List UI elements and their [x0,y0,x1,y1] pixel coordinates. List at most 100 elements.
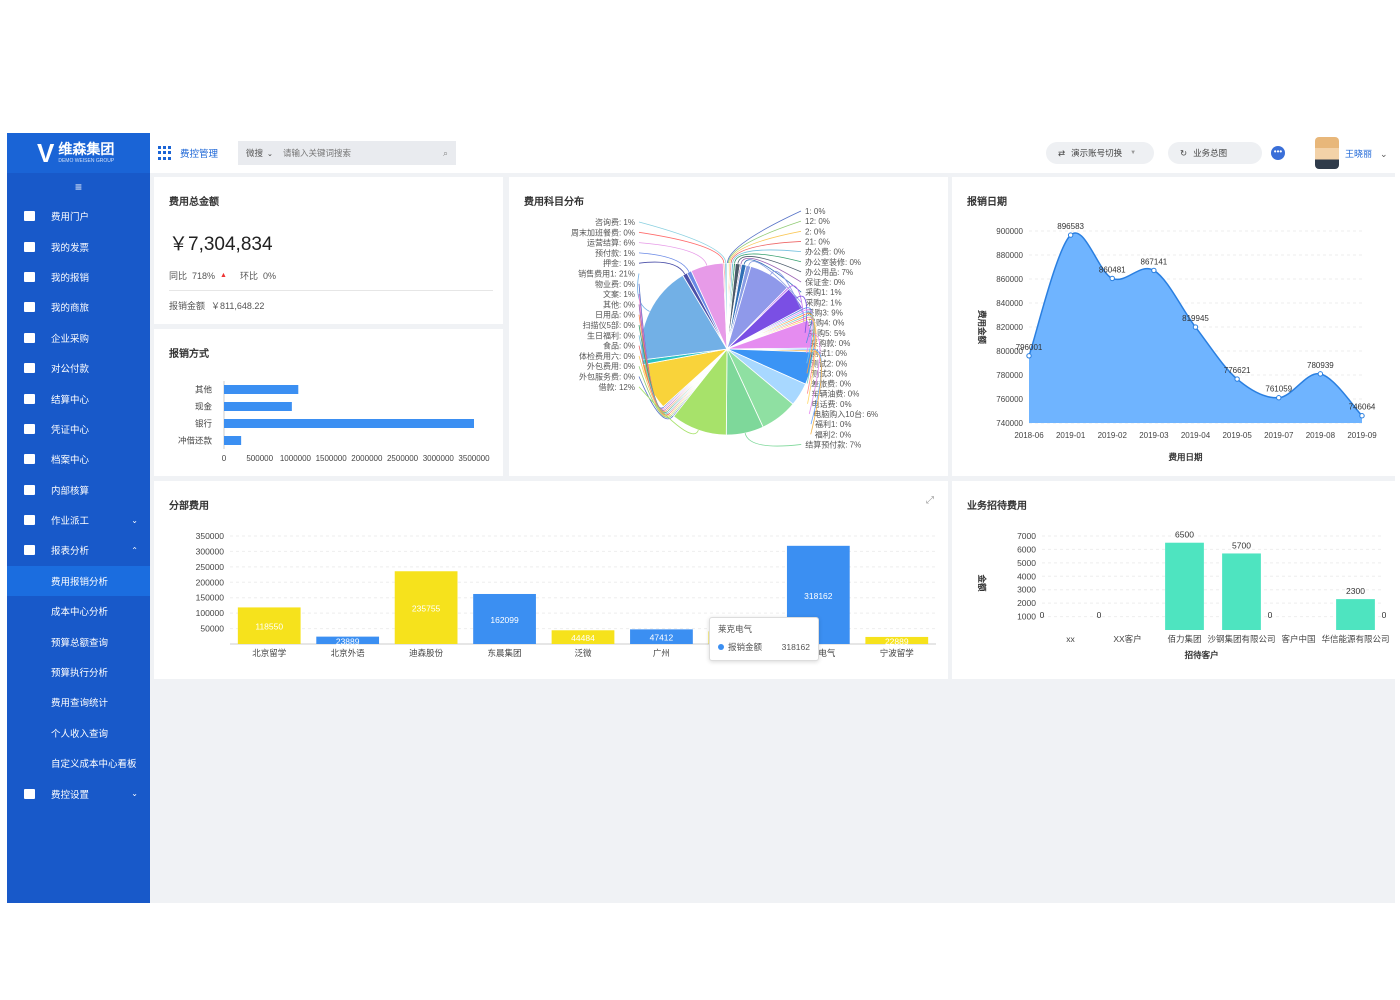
label-leader-line [638,221,727,264]
label-leader-line [808,333,821,415]
slice-label: 文案: 1% [603,289,635,299]
sidebar-item-dispatch[interactable]: 作业派工 ⌄ [7,505,150,535]
y-tick-label: 4000 [1017,571,1036,581]
sidebar-subitem-0[interactable]: 费用报销分析 [7,565,150,597]
nav-label: 档案中心 [51,455,90,467]
label-leader-line [638,335,670,415]
sidebar-item-purchase[interactable]: 企业采购 [7,323,150,353]
sidebar-subitem-1[interactable]: 成本中心分析 [7,596,150,626]
sidebar-subitem-4[interactable]: 费用查询统计 [7,687,150,717]
switch-account-label: 演示账号切换 [1071,148,1123,158]
x-tick-label: 2019-08 [1306,431,1336,440]
reimb-value: ￥811,648.22 [211,301,265,311]
purchase-icon [22,332,36,344]
label-leader-line [810,350,822,435]
x-tick-label: 客户中国 [1281,634,1315,644]
sidebar-toggle-icon[interactable]: ≡ [74,180,82,194]
label-leader-line [807,318,817,404]
data-label: 776621 [1224,366,1251,375]
slice-label: 电脑购入10台: 6% [813,409,878,419]
sidebar-item-settings[interactable]: 费控设置 ⌄ [7,778,150,808]
data-point [1317,371,1324,377]
y-tick-label: 800000 [996,347,1023,356]
chevron-down-icon: ⌄ [131,515,138,525]
data-label: 867141 [1141,257,1168,266]
x-tick-label: 2019-09 [1347,431,1377,440]
sidebar-item-settlement[interactable]: 结算中心 [7,383,150,413]
data-label: 780939 [1307,361,1334,370]
y-tick-label: 7000 [1017,531,1036,541]
sidebar-item-travel[interactable]: 我的商旅 [7,292,150,322]
distribution-card: 费用科目分布 1: 0% 12: 0% 2: 0% 21: 0% 办公费: 0% 办公室装… [509,177,948,476]
search-scope-select[interactable]: 微搜 ⌄ [238,147,283,159]
gear-icon [22,788,36,800]
label-leader-line [740,257,802,283]
switch-account-button[interactable]: ⇄ 演示账号切换 ▼ [1046,142,1154,164]
x-tick-label: 东晨集团 [488,648,522,658]
expand-icon[interactable]: ⤢ [926,495,934,506]
label-leader-line [796,295,808,333]
sidebar: V 维森集团 DEMO WEISEN GROUP ≡ 费用门户 我的发票 我的报销我… [7,133,150,903]
yoy-value: 718% [192,270,216,281]
slice-label: 扫描仪5部: 0% [583,320,635,330]
sidebar-item-report[interactable]: 报表分析 ⌃ [7,535,150,565]
slice-label: 车辆油费: 0% [811,389,859,399]
y-tick-label: 300000 [196,546,225,556]
sidebar-item-portal[interactable]: 费用门户 [7,201,150,231]
chart-tooltip: 莱克电气 报销金额 318162 [709,617,819,661]
nav-label: 成本中心分析 [51,607,109,619]
sidebar-item-archive[interactable]: 档案中心 [7,444,150,474]
sidebar-item-reimburse[interactable]: 我的报销 [7,262,150,292]
nav-label: 费用查询统计 [51,698,109,710]
search-icon[interactable]: ⌕ [442,147,449,158]
avatar[interactable] [1315,137,1339,169]
slice-label: 1: 0% [805,207,825,216]
user-menu[interactable]: 王晓丽 ⌄ [1345,147,1388,160]
y-tick-label: 350000 [196,531,225,541]
refresh-icon: ↻ [1180,147,1188,158]
bar-value-label: 0 [1040,610,1045,620]
trend-card: 报销日期 740000 760000 780000 800000 820000 84000… [952,177,1395,476]
search-input[interactable] [283,148,424,158]
series-dot-icon [718,644,724,650]
bar-value-label: 0 [1382,610,1387,620]
more-icon[interactable]: ••• [1271,146,1285,160]
tick-label: 1500000 [316,454,348,463]
x-axis-title: 招待客户 [1185,650,1219,660]
data-point [1234,376,1240,382]
sidebar-item-voucher[interactable]: 凭证中心 [7,414,150,444]
module-title[interactable]: 费控管理 [180,149,219,160]
data-label: 896583 [1057,222,1084,231]
search-bar: 微搜⌄ ⌕ [238,141,457,165]
bar-value-label: 6500 [1175,530,1194,540]
slice-label: 体检费用六: 0% [579,351,635,361]
app-window: V 维森集团 DEMO WEISEN GROUP ≡ 费用门户 我的发票 我的报销我… [7,133,1395,903]
brand-logo[interactable]: V 维森集团 DEMO WEISEN GROUP [7,133,150,173]
slice-label: 预付款: 1% [595,248,635,258]
slice-label: 外包费用: 0% [587,361,635,371]
branch-bar-chart: 50000 100000 150000 200000 250000 300000 35000… [196,531,936,658]
sidebar-item-payment[interactable]: 对公付款 [7,353,150,383]
tick-label: 0 [222,454,227,463]
payment-icon [22,362,36,374]
sidebar-item-invoice[interactable]: 我的发票 [7,231,150,261]
category-label: 冲借还款 [178,436,213,446]
sidebar-subitem-2[interactable]: 预算总额查询 [7,626,150,656]
sidebar-subitem-3[interactable]: 预算执行分析 [7,657,150,687]
bar-value-label: 0 [1268,610,1273,620]
slice-label: 运营结算: 6% [587,238,635,248]
sidebar-subitem-5[interactable]: 个人收入查询 [7,718,150,748]
sidebar-item-accounting[interactable]: 内部核算 [7,475,150,505]
slice-label: 差旅费: 0% [811,379,851,389]
label-leader-line [806,316,816,394]
x-tick-label: 沙钢集团有限公司 [1207,634,1275,644]
bar-value-label: 118550 [255,622,283,632]
sidebar-subitem-6[interactable]: 自定义成本中心看板 [7,748,150,778]
apps-grid-icon[interactable] [158,146,172,160]
x-tick-label: 2019-04 [1181,431,1211,440]
label-leader-line [732,249,802,264]
x-tick-label: 华信能源有限公司 [1321,634,1389,644]
slice-label: 采购款: 0% [810,338,850,348]
overview-button[interactable]: ↻ 业务总图 [1168,142,1262,164]
bar [1165,542,1204,630]
